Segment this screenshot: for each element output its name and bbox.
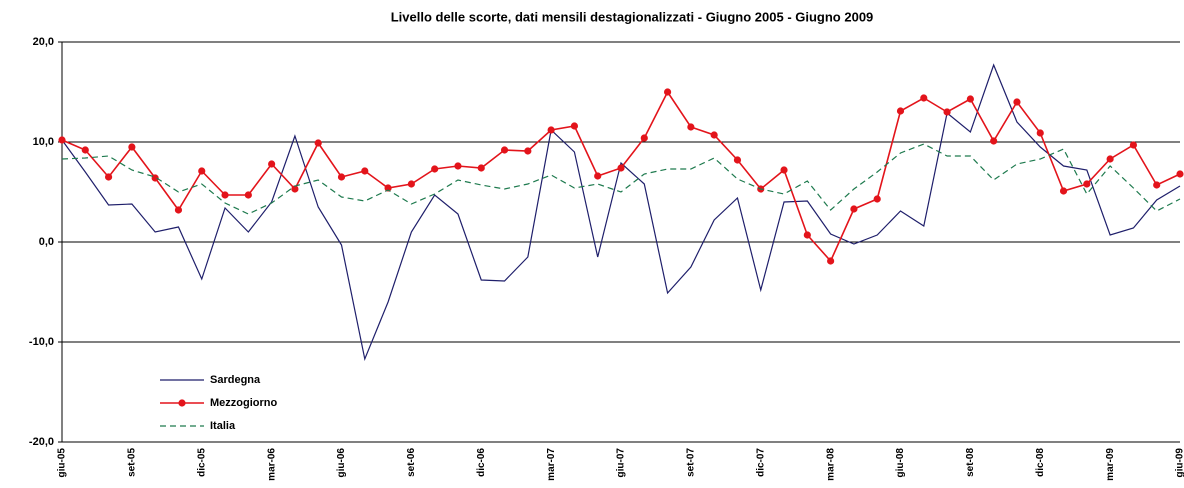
y-tick-label: 0,0	[39, 236, 54, 248]
series-marker	[640, 134, 648, 142]
chart-title: Livello delle scorte, dati mensili desta…	[391, 9, 874, 24]
x-tick-label: set-08	[965, 448, 976, 477]
x-tick-label: mar-07	[546, 448, 557, 481]
x-tick-label: giu-08	[895, 448, 906, 478]
series-marker	[314, 139, 322, 147]
series-marker	[268, 160, 276, 168]
y-tick-label: 20,0	[33, 36, 54, 48]
series-marker	[1176, 170, 1184, 178]
x-tick-label: dic-08	[1035, 448, 1046, 477]
series-marker	[594, 172, 602, 180]
x-tick-label: set-05	[127, 448, 138, 477]
series-marker	[1059, 187, 1068, 195]
y-tick-label: -10,0	[29, 336, 54, 348]
series-line	[61, 90, 1181, 263]
series-marker	[780, 166, 788, 174]
series-marker	[1153, 181, 1161, 189]
x-tick-label: giu-09	[1175, 448, 1184, 478]
series-marker	[337, 173, 346, 181]
series-marker	[58, 136, 66, 144]
series-marker	[873, 195, 881, 203]
series-marker	[407, 180, 415, 188]
series-marker	[244, 191, 252, 199]
x-tick-label: set-06	[406, 448, 417, 477]
series-marker	[151, 174, 159, 182]
series-marker	[687, 123, 695, 131]
legend-marker	[178, 399, 186, 407]
x-tick-label: mar-08	[825, 448, 836, 481]
x-tick-label: dic-06	[476, 448, 487, 477]
series-marker	[896, 107, 905, 115]
series-marker	[943, 108, 951, 116]
x-tick-label: giu-05	[57, 448, 68, 478]
series-marker	[547, 126, 555, 134]
y-tick-label: -20,0	[29, 436, 54, 448]
series-marker	[104, 173, 113, 181]
series-marker	[803, 231, 811, 239]
series-marker	[431, 165, 439, 173]
series-marker	[920, 94, 928, 102]
series-marker	[733, 156, 742, 164]
x-tick-label: mar-09	[1105, 448, 1116, 481]
x-tick-label: giu-06	[336, 448, 347, 478]
series-marker	[500, 146, 509, 154]
series-marker	[570, 122, 579, 130]
series-marker	[990, 137, 998, 145]
series-marker	[81, 146, 89, 154]
series-marker	[221, 191, 229, 199]
legend-label: Mezzogiorno	[210, 397, 277, 409]
series-marker	[1106, 155, 1114, 163]
series-marker	[710, 131, 718, 139]
legend-label: Sardegna	[210, 374, 261, 386]
series-marker	[477, 164, 485, 172]
series-marker	[524, 147, 532, 155]
x-tick-label: set-07	[686, 448, 697, 477]
x-tick-label: giu-07	[616, 448, 627, 478]
series-marker	[1013, 98, 1021, 106]
series-marker	[827, 257, 835, 265]
series-marker	[384, 184, 392, 192]
series-line	[61, 143, 1181, 215]
series-line	[61, 63, 1181, 362]
series-marker	[663, 88, 672, 96]
legend-label: Italia	[210, 420, 236, 432]
series-marker	[1129, 141, 1138, 149]
x-tick-label: dic-05	[196, 448, 207, 477]
series-marker	[1036, 129, 1044, 137]
series-marker	[128, 143, 136, 151]
series-marker	[198, 167, 206, 175]
series-marker	[617, 164, 625, 172]
series-marker	[291, 185, 299, 193]
series-marker	[454, 162, 462, 170]
y-tick-label: 10,0	[33, 136, 54, 148]
series-marker	[361, 167, 369, 175]
x-tick-label: mar-06	[266, 448, 277, 481]
series-marker	[1083, 180, 1091, 188]
series-marker	[850, 205, 858, 213]
series-marker	[174, 206, 183, 214]
series-marker	[966, 95, 974, 103]
x-tick-label: dic-07	[755, 448, 766, 477]
